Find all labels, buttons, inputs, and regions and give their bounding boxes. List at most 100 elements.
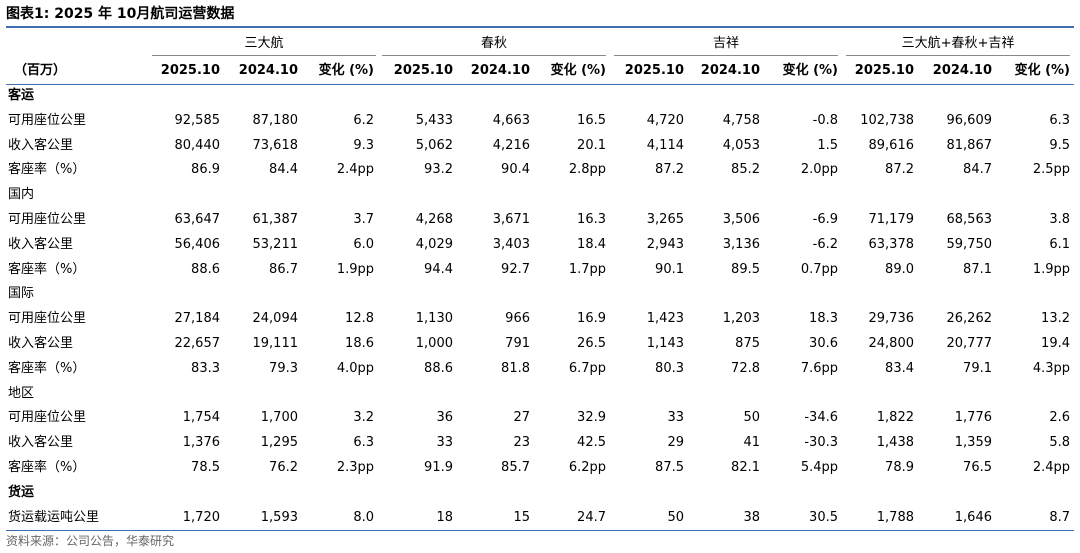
cell: 80.3 — [655, 360, 684, 376]
cell: 33 — [436, 435, 453, 451]
cell: 90.1 — [655, 261, 684, 277]
cell: 6.0 — [353, 236, 374, 252]
cell: -6.2 — [812, 236, 838, 252]
cell: 92,585 — [174, 112, 221, 128]
row-label: 客座率（%） — [8, 162, 86, 178]
cell: 89.0 — [885, 261, 914, 277]
cell: 1,700 — [260, 410, 298, 426]
cell: 63,647 — [174, 212, 221, 227]
cell: 86.9 — [191, 162, 220, 178]
cell: 4,216 — [492, 137, 530, 153]
header-rule — [6, 84, 1074, 85]
cell: 6.3 — [1049, 112, 1070, 128]
cell: 24.7 — [577, 509, 606, 525]
cell: 4.3pp — [1032, 360, 1070, 376]
cell: 1,295 — [260, 435, 298, 451]
cell: 16.3 — [577, 212, 606, 227]
cell: 9.5 — [1049, 137, 1070, 153]
cell: 3,136 — [722, 236, 760, 252]
cell: 1.7pp — [568, 261, 606, 277]
cell: 38 — [743, 509, 760, 525]
cell: 1.9pp — [336, 261, 374, 277]
cell: 78.9 — [885, 460, 914, 475]
cell: 1,776 — [954, 410, 992, 426]
row-label: 货运载运吨公里 — [8, 509, 100, 525]
cell: 9.3 — [353, 137, 374, 153]
cell: 1,423 — [646, 311, 684, 327]
cell: 1,646 — [954, 509, 992, 525]
group-header: 三大航 — [244, 36, 284, 51]
cell: 1.9pp — [1032, 261, 1070, 277]
cell: 90.4 — [501, 162, 530, 178]
column-header: 2024.10 — [238, 63, 298, 78]
row-label: 可用座位公里 — [8, 212, 87, 227]
cell: 791 — [505, 336, 530, 351]
row-label: 客座率（%） — [8, 261, 86, 277]
cell: 18.3 — [809, 311, 838, 327]
cell: 2.8pp — [568, 162, 606, 178]
cell: 3,265 — [646, 212, 684, 227]
cell: 23 — [513, 435, 530, 451]
cell: 5.8 — [1049, 435, 1070, 451]
group-rule — [846, 55, 1070, 56]
cell: 87.2 — [655, 162, 684, 178]
cell: 68,563 — [946, 212, 993, 227]
cell: 84.7 — [963, 162, 992, 178]
cell: 2.5pp — [1032, 162, 1070, 178]
cell: 16.9 — [577, 311, 606, 327]
cell: 5,062 — [415, 137, 453, 153]
cell: 1,203 — [722, 311, 760, 327]
group-header: 三大航+春秋+吉祥 — [901, 36, 1015, 51]
cell: 15 — [513, 509, 530, 525]
cell: 1,438 — [876, 435, 914, 451]
cell: 26,262 — [946, 311, 993, 327]
cell: 2.4pp — [1032, 460, 1070, 475]
cell: 18 — [436, 509, 453, 525]
cell: 24,094 — [252, 311, 299, 327]
cell: 19,111 — [252, 336, 299, 351]
group-rule — [382, 55, 606, 56]
cell: 76.5 — [963, 460, 992, 475]
cell: 102,738 — [860, 112, 914, 128]
group-title: 国际 — [8, 286, 35, 302]
row-label: 收入客公里 — [8, 236, 74, 252]
title-rule — [6, 26, 1074, 28]
cell: 81.8 — [501, 360, 530, 376]
cell: 83.3 — [191, 360, 220, 376]
cell: 50 — [667, 509, 684, 525]
column-header: 2025.10 — [393, 63, 453, 78]
cell: 79.1 — [963, 360, 992, 376]
cell: 78.5 — [191, 460, 220, 475]
unit-label: （百万） — [14, 63, 67, 78]
cell: 1,376 — [182, 435, 220, 451]
cell: 2.4pp — [336, 162, 374, 178]
cell: 91.9 — [424, 460, 453, 475]
cell: 875 — [735, 336, 760, 351]
row-label: 可用座位公里 — [8, 112, 87, 128]
cell: 16.5 — [577, 112, 606, 128]
cell: 24,800 — [868, 336, 915, 351]
cell: 3,403 — [492, 236, 530, 252]
cell: 6.1 — [1049, 236, 1070, 252]
cell: 85.7 — [501, 460, 530, 475]
cell: 1,822 — [876, 410, 914, 426]
cell: 41 — [743, 435, 760, 451]
cell: 56,406 — [174, 236, 221, 252]
cell: 72.8 — [731, 360, 760, 376]
group-rule — [614, 55, 838, 56]
cell: 96,609 — [946, 112, 993, 128]
cell: 85.2 — [731, 162, 760, 178]
cell: 53,211 — [252, 236, 299, 252]
cell: 18.4 — [577, 236, 606, 252]
cell: 18.6 — [345, 336, 374, 351]
cell: 89.5 — [731, 261, 760, 277]
column-header: 变化 (%) — [1014, 63, 1070, 78]
cell: 3.7 — [353, 212, 374, 227]
cell: 73,618 — [252, 137, 299, 153]
cell: 1,143 — [646, 336, 684, 351]
cell: 63,378 — [868, 236, 915, 252]
cell: 4,029 — [415, 236, 453, 252]
column-header: 2024.10 — [932, 63, 992, 78]
row-label: 收入客公里 — [8, 435, 74, 451]
cell: 86.7 — [269, 261, 298, 277]
